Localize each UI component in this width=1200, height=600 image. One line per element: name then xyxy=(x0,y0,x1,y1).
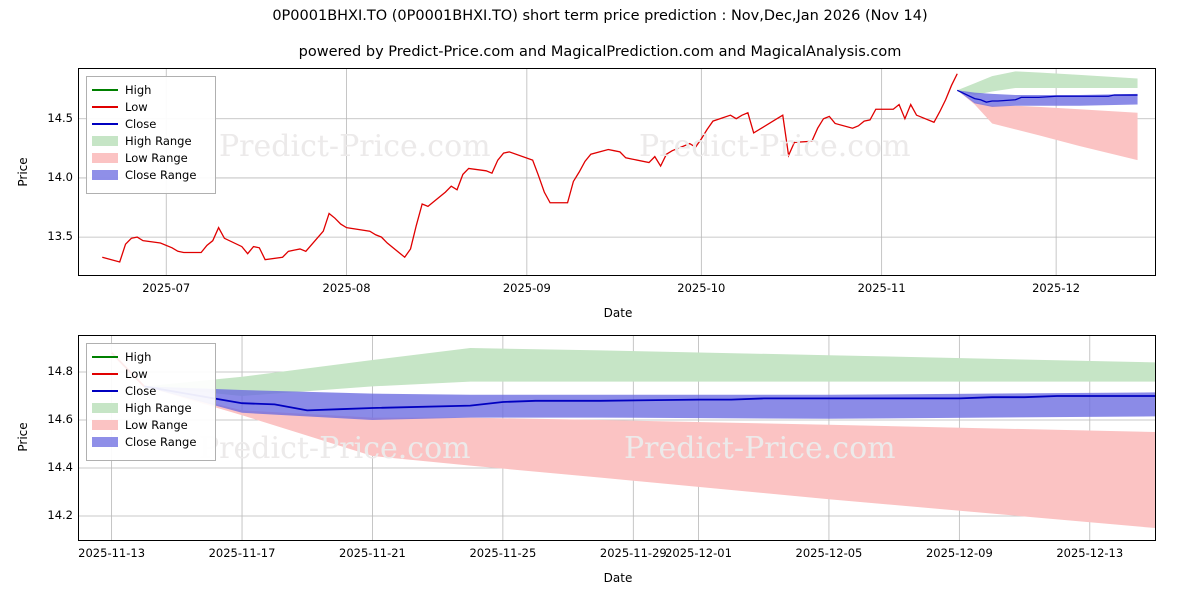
page-title: 0P0001BHXI.TO (0P0001BHXI.TO) short term… xyxy=(272,8,928,24)
legend-label: Low Range xyxy=(125,150,188,165)
legend-swatch-icon xyxy=(92,84,118,96)
legend-swatch-icon xyxy=(92,385,118,397)
x-tick-label: 2025-12-13 xyxy=(1056,546,1124,560)
legend-label: High Range xyxy=(125,133,192,148)
x-tick-label: 2025-11-29 xyxy=(599,546,667,560)
legend-item: High Range xyxy=(92,132,209,149)
legend-swatch-icon xyxy=(92,152,118,164)
legend-label: Close Range xyxy=(125,434,197,449)
y-tick-label: 14.4 xyxy=(47,460,73,474)
top-chart-y-axis-label: Price xyxy=(16,157,30,187)
x-tick-label: 2025-07 xyxy=(142,281,191,295)
legend-item: Close Range xyxy=(92,166,209,183)
legend-swatch-icon xyxy=(92,368,118,380)
top-chart-canvas xyxy=(79,69,1155,275)
legend-item: Close xyxy=(92,115,209,132)
x-tick-label: 2025-11-25 xyxy=(469,546,537,560)
legend-swatch-icon xyxy=(92,436,118,448)
x-tick-label: 2025-12 xyxy=(1032,281,1081,295)
x-tick-label: 2025-10 xyxy=(677,281,726,295)
legend-item: Low Range xyxy=(92,149,209,166)
legend-label: Close xyxy=(125,116,157,131)
legend-label: Close Range xyxy=(125,167,197,182)
legend-item: High Range xyxy=(92,399,209,416)
bottom-chart-canvas xyxy=(79,336,1155,540)
legend-swatch-icon xyxy=(92,101,118,113)
x-tick-label: 2025-09 xyxy=(502,281,551,295)
bottom-chart-x-axis-label: Date xyxy=(603,571,633,585)
legend-swatch-icon xyxy=(92,135,118,147)
legend-label: Low Range xyxy=(125,417,188,432)
x-tick-label: 2025-11-17 xyxy=(208,546,276,560)
top-chart-legend: High Low Close High Range Low Range Close Ran… xyxy=(86,76,216,194)
y-tick-label: 14.8 xyxy=(47,364,73,378)
legend-label: High xyxy=(125,349,152,364)
legend-item: Close xyxy=(92,382,209,399)
legend-label: Close xyxy=(125,383,157,398)
legend-swatch-icon xyxy=(92,402,118,414)
legend-item: High xyxy=(92,348,209,365)
legend-swatch-icon xyxy=(92,169,118,181)
x-tick-label: 2025-12-01 xyxy=(665,546,732,560)
legend-label: Low xyxy=(125,99,148,114)
x-tick-label: 2025-11 xyxy=(857,281,906,295)
y-tick-label: 14.6 xyxy=(47,412,73,426)
legend-item: Low xyxy=(92,365,209,382)
legend-label: High xyxy=(125,82,152,97)
y-tick-label: 14.2 xyxy=(47,508,73,522)
legend-label: High Range xyxy=(125,400,192,415)
legend-swatch-icon xyxy=(92,351,118,363)
y-tick-label: 14.0 xyxy=(47,169,73,184)
legend-item: High xyxy=(92,81,209,98)
legend-swatch-icon xyxy=(92,118,118,130)
legend-item: Close Range xyxy=(92,433,209,450)
x-tick-label: 2025-12-05 xyxy=(795,546,863,560)
top-chart-plot-area: Predict-Price.com Predict-Price.com xyxy=(78,68,1156,276)
top-chart-x-axis-label: Date xyxy=(603,306,633,320)
bottom-chart-legend: High Low Close High Range Low Range Close Ran… xyxy=(86,343,216,461)
x-tick-label: 2025-12-09 xyxy=(925,546,993,560)
x-tick-label: 2025-11-21 xyxy=(339,546,406,560)
bottom-chart-y-axis-label: Price xyxy=(16,422,30,452)
legend-item: Low xyxy=(92,98,209,115)
legend-swatch-icon xyxy=(92,419,118,431)
x-tick-label: 2025-08 xyxy=(322,281,371,295)
y-tick-label: 14.5 xyxy=(47,110,73,125)
x-tick-label: 2025-11-13 xyxy=(78,546,146,560)
legend-item: Low Range xyxy=(92,416,209,433)
bottom-chart-plot-area: Predict-Price.com Predict-Price.com xyxy=(78,335,1156,541)
page-subtitle: powered by Predict-Price.com and Magical… xyxy=(298,44,902,60)
legend-label: Low xyxy=(125,366,148,381)
y-tick-label: 13.5 xyxy=(47,229,73,244)
